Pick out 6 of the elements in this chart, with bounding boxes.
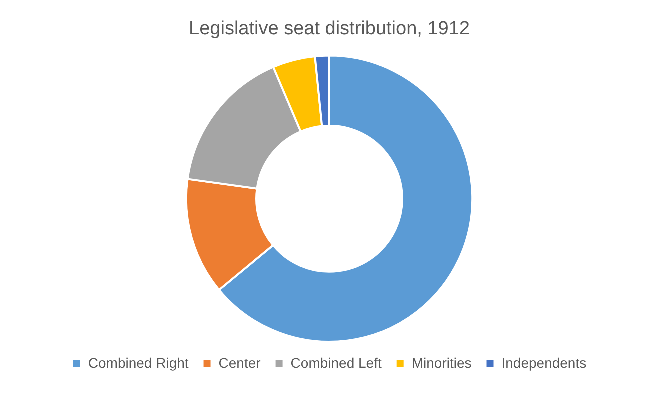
chart-title: Legislative seat distribution, 1912 bbox=[189, 18, 470, 40]
legend-label: Combined Left bbox=[290, 354, 382, 371]
legend-label: Minorities bbox=[412, 354, 472, 371]
legend-label: Combined Right bbox=[88, 354, 189, 371]
legend-label: Independents bbox=[502, 354, 587, 371]
legend-label: Center bbox=[218, 354, 262, 371]
